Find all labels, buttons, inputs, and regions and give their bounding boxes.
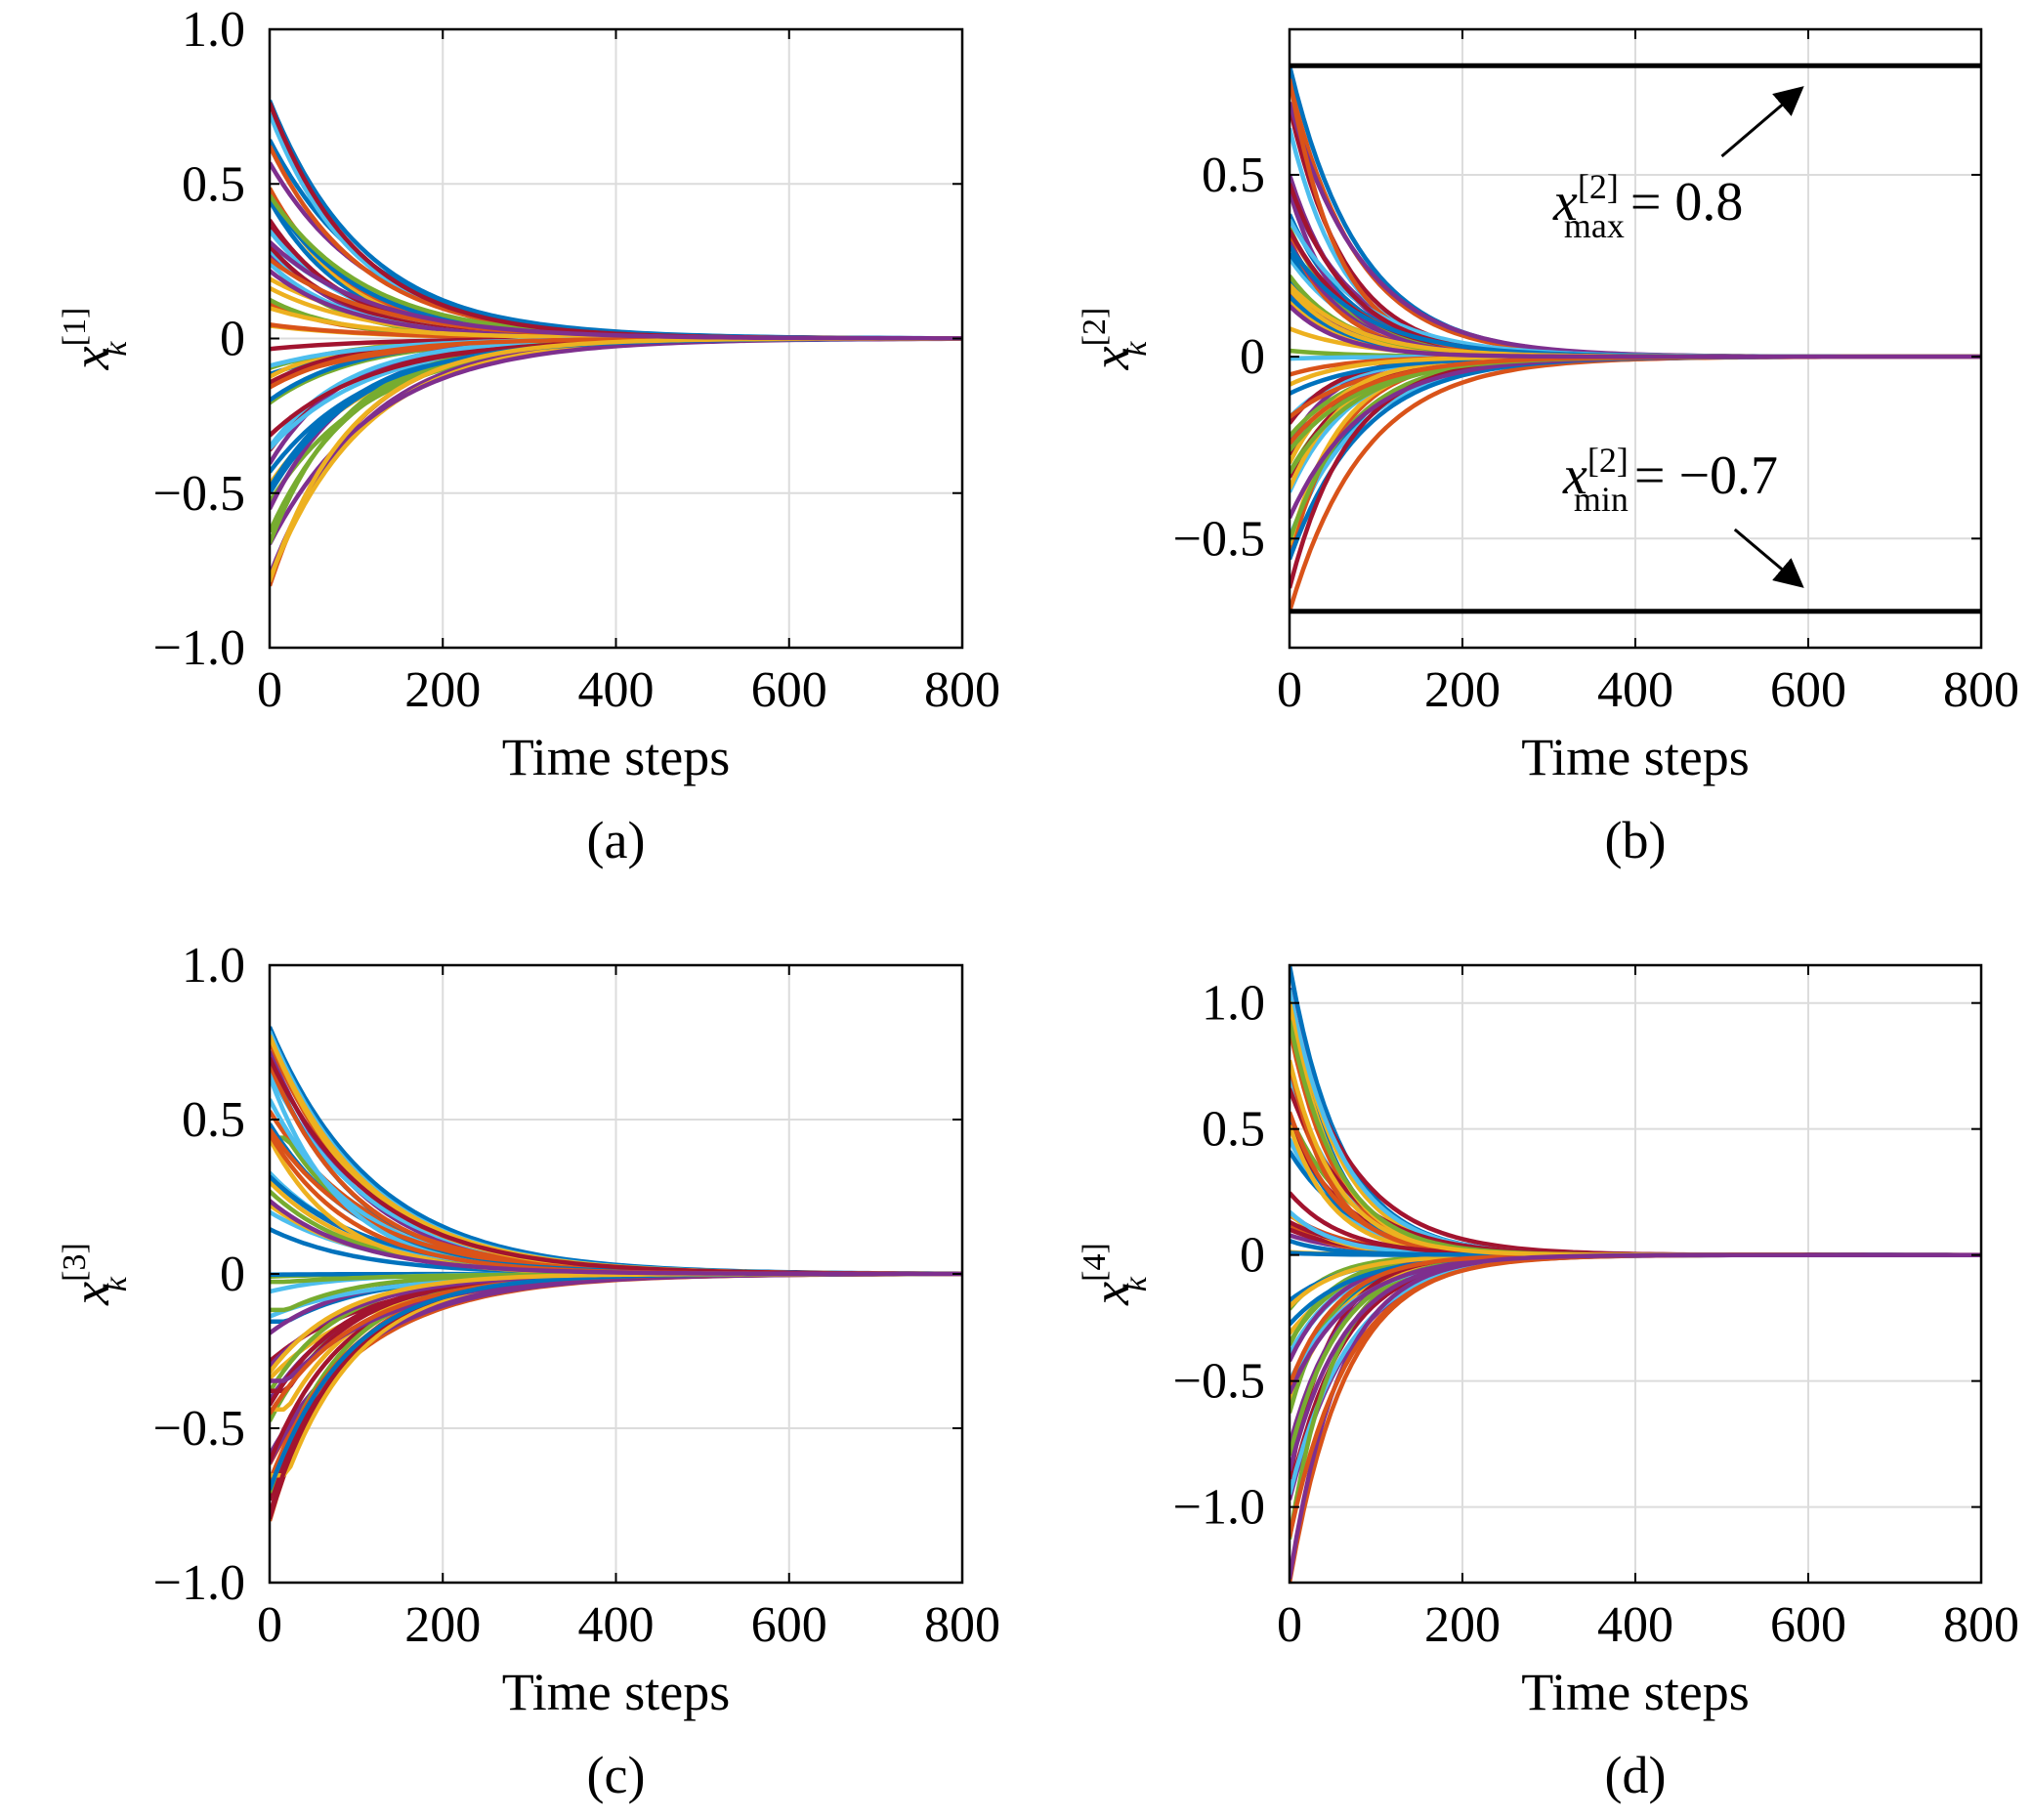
x-tick-label: 600 <box>751 1597 827 1653</box>
subplot-d: 0 200 400 600 800 −1.0 −0.5 0 0.5 1.0 Time steps (d… <box>1077 963 2019 1804</box>
x-tick-label: 800 <box>1943 1597 2019 1653</box>
subplot-a: 0 200 400 600 800 −1.0 −0.5 0 0.5 1.0 Time steps (a… <box>57 2 1000 869</box>
y-tick-label: −1.0 <box>153 1555 245 1611</box>
trajectories <box>1290 965 1981 1583</box>
x-max-arrow <box>1720 86 1804 158</box>
y-tick-label: −1.0 <box>153 620 245 676</box>
svg-text:x[3]k: x[3]k <box>57 1243 134 1306</box>
x-tick-label: 0 <box>1277 1597 1302 1653</box>
series-line <box>270 240 962 341</box>
y-tick-label: 0 <box>1240 1228 1265 1284</box>
y-tick-label: −0.5 <box>1173 511 1265 567</box>
trajectories <box>270 99 962 587</box>
x-min-arrow <box>1733 528 1804 588</box>
y-tick-label: 1.0 <box>182 938 245 994</box>
x-tick-label: 200 <box>404 662 481 718</box>
y-tick-label: −0.5 <box>153 1401 245 1457</box>
x-tick-label: 600 <box>1770 662 1846 718</box>
subplot-b: 0 200 400 600 800 −0.5 0 0.5 Time steps (b) x[2]k x… <box>1077 27 2019 869</box>
x-tick-label: 200 <box>404 1597 481 1653</box>
x-tick-label: 400 <box>578 662 655 718</box>
subplot-c: 0 200 400 600 800 −1.0 −0.5 0 0.5 1.0 Time steps (c… <box>57 938 1000 1804</box>
svg-text:x[2]k: x[2]k <box>1077 308 1154 371</box>
trajectories <box>270 1026 962 1522</box>
x-tick-label: 600 <box>751 662 827 718</box>
trajectories <box>1290 64 1981 613</box>
series-line <box>270 1199 962 1277</box>
x-axis-label: Time steps <box>1521 728 1750 786</box>
subplot-caption: (b) <box>1605 811 1667 869</box>
x-tick-label: 800 <box>924 662 1000 718</box>
y-tick-label: 0.5 <box>182 1092 245 1148</box>
y-tick-label: 0.5 <box>1202 148 1265 203</box>
y-tick-label: 1.0 <box>1202 976 1265 1032</box>
series-line <box>1290 1252 1981 1471</box>
series-line <box>1290 304 1981 360</box>
subplot-caption: (c) <box>587 1746 646 1804</box>
x-tick-label: 600 <box>1770 1597 1846 1653</box>
y-tick-label: 0.5 <box>182 156 245 212</box>
x-tick-label: 400 <box>578 1597 655 1653</box>
svg-text:x[4]k: x[4]k <box>1077 1243 1154 1306</box>
y-axis-label: x[1]k <box>57 308 134 371</box>
y-tick-label: −0.5 <box>1173 1354 1265 1410</box>
y-tick-label: 1.0 <box>182 2 245 58</box>
y-tick-label: 0 <box>220 1247 245 1302</box>
x-tick-label: 800 <box>924 1597 1000 1653</box>
x-tick-label: 0 <box>257 662 282 718</box>
y-tick-label: 0 <box>220 312 245 367</box>
subplot-caption: (a) <box>587 811 646 869</box>
x-tick-label: 0 <box>257 1597 282 1653</box>
x-tick-label: 200 <box>1424 1597 1501 1653</box>
y-tick-label: −1.0 <box>1173 1480 1265 1536</box>
y-axis-label: x[2]k <box>1077 308 1154 371</box>
svg-text:x[1]k: x[1]k <box>57 308 134 371</box>
x-axis-label: Time steps <box>502 1663 731 1721</box>
x-tick-label: 0 <box>1277 662 1302 718</box>
x-tick-label: 800 <box>1943 662 2019 718</box>
x-max-annotation: x[2] max = 0.8 <box>1552 167 1743 245</box>
x-tick-label: 400 <box>1597 1597 1673 1653</box>
x-axis-label: Time steps <box>502 728 731 786</box>
x-axis-label: Time steps <box>1521 1663 1750 1721</box>
x-tick-label: 400 <box>1597 662 1673 718</box>
y-tick-label: 0 <box>1240 329 1265 385</box>
y-tick-label: −0.5 <box>153 466 245 522</box>
y-axis-label: x[4]k <box>1077 1243 1154 1306</box>
x-min-annotation: x[2] min = −0.7 <box>1562 441 1778 519</box>
x-tick-label: 200 <box>1424 662 1501 718</box>
y-axis-label: x[3]k <box>57 1243 134 1306</box>
y-tick-label: 0.5 <box>1202 1102 1265 1158</box>
subplot-caption: (d) <box>1605 1746 1667 1804</box>
